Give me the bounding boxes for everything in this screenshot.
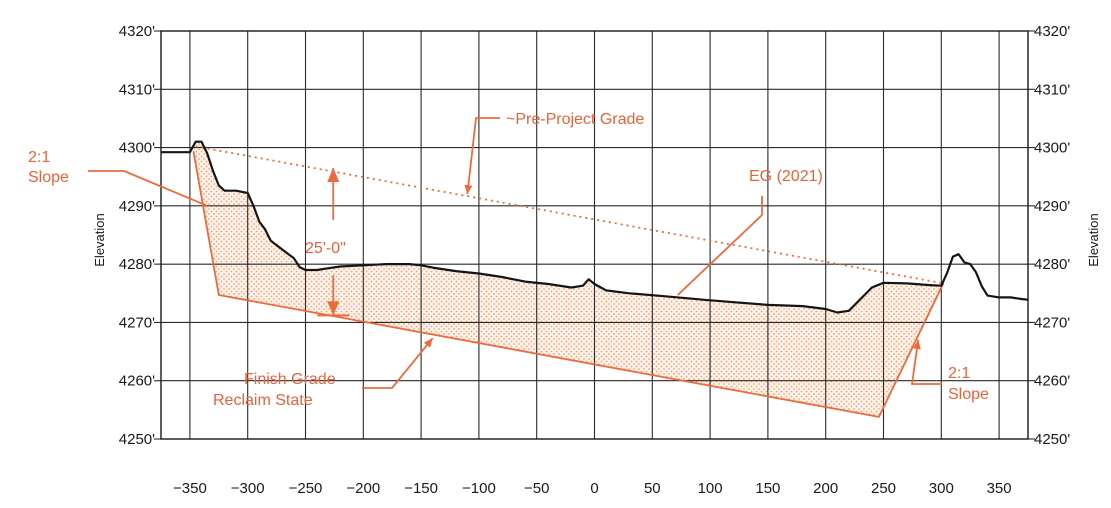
y-tick-label-right-7: 4320' [1034,23,1070,40]
x-tick-labels: −350 −300 −250 −200 −150 −100 −50 0 50 100 150 200 2… [173,480,1012,497]
finish-grade-label-line2: Reclaim State [213,392,313,409]
slope-right-arrowhead [912,339,921,350]
x-tick-label-7: 0 [590,480,598,497]
slope-right-leader [910,339,942,385]
pre-project-grade-line [195,145,944,285]
y-tick-label-right-1: 4260' [1034,373,1070,390]
finish-grade-line [192,150,945,418]
y-tick-label-right-0: 4250' [1034,431,1070,448]
y-axis-label-right: Elevation [1086,213,1101,266]
fill-area-layer [193,141,944,417]
profile-lines-layer [161,140,1029,418]
y-tick-label-right-6: 4310' [1034,81,1070,98]
slope-left-label-line1: 2:1 [28,149,50,166]
slope-left-leader [88,170,208,207]
y-tick-label-right-2: 4270' [1034,314,1070,331]
x-tick-label-2: −250 [289,480,323,497]
x-tick-label-1: −300 [231,480,265,497]
x-tick-label-6: −50 [524,480,549,497]
y-tick-label-left-3: 4280' [119,256,155,273]
x-tick-label-13: 300 [929,480,954,497]
finish-grade-label-line1: Finish Grade [244,371,336,388]
slope-left-label-line2: Slope [28,169,69,186]
existing-grade-line [161,140,1029,314]
x-tick-label-5: −100 [462,480,496,497]
y-tick-label-left-0: 4250' [119,431,155,448]
dimension-arrow-up [327,167,340,182]
pre-project-arrowhead [464,184,473,195]
dimension-arrow-down [327,301,340,316]
x-tick-label-9: 100 [698,480,723,497]
y-tick-label-left-1: 4260' [119,373,155,390]
x-tick-label-14: 350 [987,480,1012,497]
x-tick-label-8: 50 [644,480,661,497]
finish-grade-arrowhead [423,338,433,348]
y-tick-label-left-2: 4270' [119,314,155,331]
eg-2021-leader [677,196,763,296]
x-tick-label-10: 150 [755,480,780,497]
eg-2021-label: EG (2021) [749,168,823,185]
cut-fill-area [193,141,944,417]
y-tick-label-left-7: 4320' [119,23,155,40]
annotation-layer [88,117,942,389]
x-tick-label-4: −150 [404,480,438,497]
y-tick-label-right-3: 4280' [1034,256,1070,273]
pre-project-grade-leader [466,117,500,195]
y-tick-label-left-4: 4290' [119,198,155,215]
slope-right-label-line2: Slope [948,386,989,403]
finish-grade-leader [362,337,434,389]
x-tick-label-11: 200 [813,480,838,497]
x-tick-label-3: −200 [346,480,380,497]
y-axis-label-left: Elevation [92,213,107,266]
y-tick-labels-left: 4250' 4260' 4270' 4280' 4290' 4300' 4310' 4320' [119,23,155,448]
y-tick-label-left-5: 4300' [119,140,155,157]
slope-right-label-line1: 2:1 [948,365,970,382]
pre-project-grade-label: ~Pre-Project Grade [506,111,644,128]
dimension-label: 25'-0" [305,240,346,257]
plot-frame [160,30,1029,440]
grid-layer [154,30,1035,440]
y-tick-label-right-5: 4300' [1034,140,1070,157]
y-tick-label-right-4: 4290' [1034,198,1070,215]
x-tick-label-12: 250 [871,480,896,497]
y-tick-label-left-6: 4310' [119,81,155,98]
y-tick-labels-right: 4250' 4260' 4270' 4280' 4290' 4300' 4310' 4320' [1034,23,1070,448]
x-tick-label-0: −350 [173,480,207,497]
